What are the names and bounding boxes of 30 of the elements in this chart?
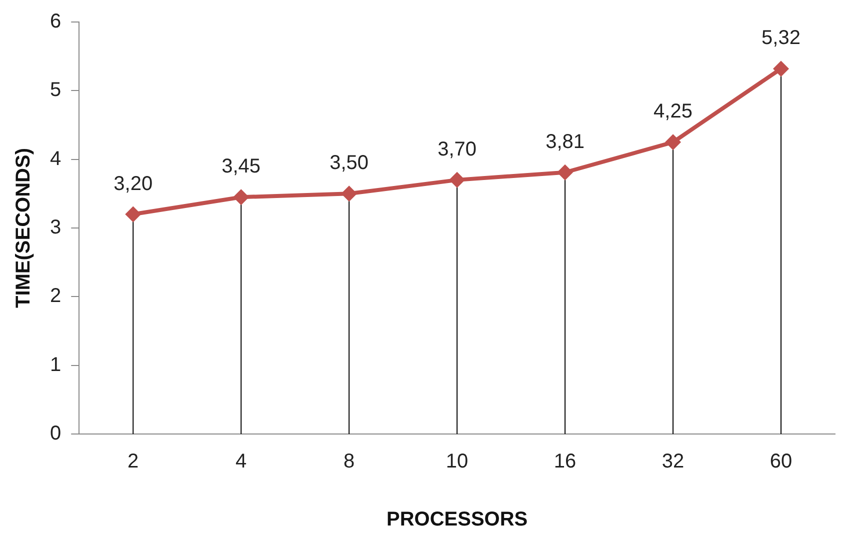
y-tick-label: 1 [50, 354, 62, 376]
x-axis-title: PROCESSORS [386, 508, 528, 531]
x-tick-label: 16 [554, 450, 576, 473]
x-tick-label: 32 [662, 450, 684, 473]
x-tick-label: 8 [344, 450, 355, 473]
x-tick-label: 10 [446, 450, 468, 473]
point [233, 189, 250, 206]
y-tick-label: 4 [50, 148, 62, 170]
y-tick-label: 6 [50, 10, 62, 33]
data-label: 3,50 [330, 152, 369, 174]
data-label: 3,70 [438, 138, 477, 160]
y-tick-label: 0 [50, 422, 62, 445]
data-label: 3,20 [114, 172, 153, 195]
point [557, 164, 574, 180]
point [125, 206, 142, 222]
data-label: 3,45 [222, 156, 261, 178]
point [341, 186, 358, 202]
data-label: 5,32 [762, 27, 800, 50]
x-tick-label: 2 [128, 450, 139, 473]
y-tick-label: 5 [50, 79, 62, 102]
point [773, 60, 790, 77]
point [665, 134, 682, 150]
y-tick-label: 3 [50, 216, 62, 239]
y-axis-title: TIME(SECONDS) [12, 148, 35, 308]
x-tick-label: 4 [236, 450, 247, 473]
x-tick-label: 60 [770, 450, 792, 473]
data-label: 3,81 [546, 130, 585, 153]
y-tick-label: 2 [50, 285, 62, 308]
data-label: 4,25 [654, 100, 692, 123]
point [449, 172, 466, 188]
